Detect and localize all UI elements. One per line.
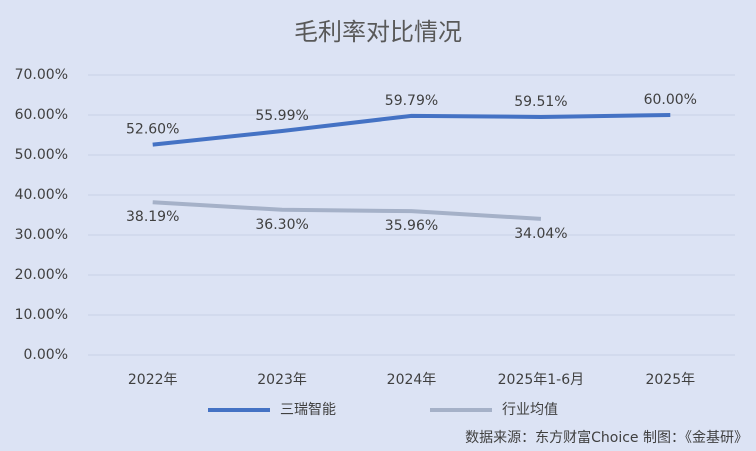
y-tick-label: 30.00% — [15, 227, 68, 243]
series-line — [152, 113, 671, 147]
y-tick-label: 20.00% — [15, 267, 68, 283]
data-label: 59.51% — [514, 94, 567, 110]
x-tick-label: 2025年 — [645, 372, 695, 388]
y-tick-label: 50.00% — [15, 147, 68, 163]
source-note: 数据来源：东方财富Choice 制图：《金基研》 — [465, 429, 748, 446]
y-tick-label: 0.00% — [24, 347, 68, 363]
legend-label: 行业均值 — [502, 402, 558, 418]
y-tick-label: 40.00% — [15, 187, 68, 203]
legend-label: 三瑞智能 — [280, 402, 336, 418]
x-tick-label: 2025年1-6月 — [498, 372, 585, 388]
x-tick-label: 2023年 — [257, 372, 307, 388]
data-label: 35.96% — [385, 218, 438, 234]
data-label: 38.19% — [126, 209, 179, 225]
y-tick-label: 60.00% — [15, 107, 68, 123]
chart-title: 毛利率对比情况 — [294, 18, 462, 46]
y-tick-label: 70.00% — [15, 67, 68, 83]
y-tick-label: 10.00% — [15, 307, 68, 323]
data-label: 34.04% — [514, 226, 567, 242]
data-label: 36.30% — [255, 217, 308, 233]
data-label: 60.00% — [644, 92, 697, 108]
data-label: 52.60% — [126, 122, 179, 138]
x-tick-label: 2024年 — [387, 372, 437, 388]
data-label: 59.79% — [385, 93, 438, 109]
series-line — [152, 200, 542, 221]
x-tick-label: 2022年 — [128, 372, 178, 388]
data-label: 55.99% — [255, 108, 308, 124]
